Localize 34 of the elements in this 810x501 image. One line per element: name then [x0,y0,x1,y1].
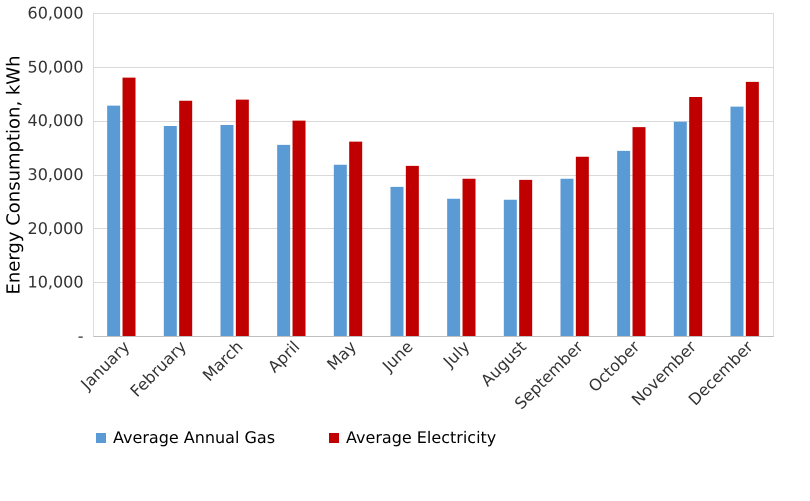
bar [349,142,362,336]
bar [746,82,759,336]
bar [617,150,630,336]
bar [390,186,404,336]
bar [122,78,136,336]
y-tick-label: 50,000 [28,57,84,76]
bar [220,124,234,336]
legend-label: Average Electricity [346,428,496,447]
bar [406,166,419,336]
bar [292,120,306,336]
y-tick-label: 40,000 [28,111,84,130]
legend-label: Average Annual Gas [113,428,276,447]
bar [334,164,347,336]
bar [689,96,702,336]
y-tick-label: 10,000 [28,272,84,292]
bar [504,200,517,336]
bar [519,180,532,336]
bar [560,178,574,336]
bar [576,156,589,336]
bar [179,100,192,336]
bar [674,122,687,336]
bar [236,100,249,336]
y-tick-label: 30,000 [28,165,84,184]
bar [632,127,646,336]
y-axis-title: Energy Consumption, kWh [4,55,25,295]
bar [730,106,744,336]
y-tick-label: 60,000 [28,4,84,22]
bar [107,106,120,336]
bar [447,198,460,336]
y-tick-label: - [78,326,84,346]
bar [164,126,177,336]
y-tick-label: 20,000 [28,218,84,238]
bar [462,178,476,336]
bar [277,144,290,336]
